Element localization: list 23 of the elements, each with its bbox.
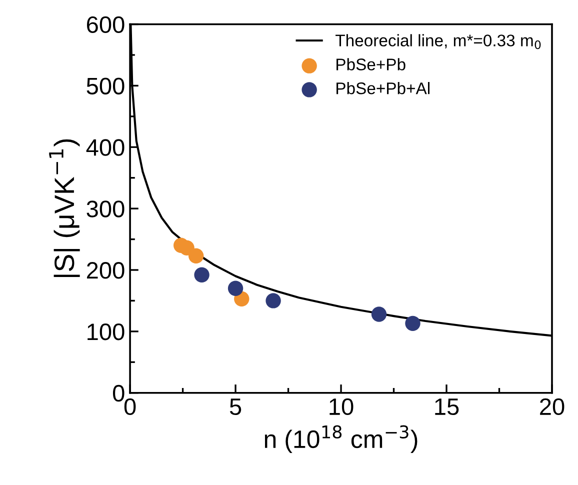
legend-label: Theorecial line, m*=0.33 m$_{0}$ (336, 34, 541, 50)
x-axis-title: n (10$^{18}$ cm$^{−3}$) (264, 425, 418, 454)
y-tick-label: 200 (86, 262, 124, 279)
y-axis-title: |S| (μVK$^{−1}$) (49, 139, 80, 278)
point (405, 316, 420, 332)
legend-label: PbSe+Pb+Al (336, 82, 430, 94)
x-tick-label: 0 (124, 398, 136, 416)
point (194, 267, 210, 283)
y-tick-label: 300 (86, 200, 124, 218)
legend-label: PbSe+Pb (336, 58, 406, 70)
y-tick-label: 400 (86, 139, 124, 156)
point (266, 293, 281, 308)
x-tick-label: 15 (435, 398, 459, 416)
x-tick-label: 5 (230, 398, 242, 416)
y-tick-label: 600 (87, 16, 124, 34)
y-tick-label: 500 (86, 78, 124, 94)
point (228, 280, 244, 296)
x-tick-label: 20 (540, 398, 564, 416)
point (371, 306, 387, 322)
y-tick-label: 0 (112, 384, 124, 402)
x-tick-label: 10 (330, 398, 354, 416)
y-tick-label: 100 (88, 323, 124, 340)
point (188, 248, 204, 264)
